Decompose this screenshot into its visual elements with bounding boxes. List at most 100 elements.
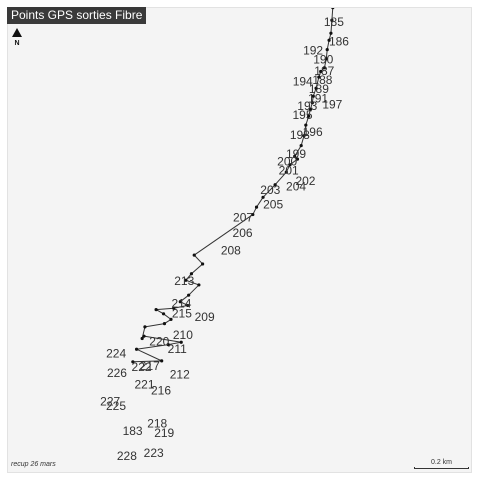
gps-point-208[interactable] bbox=[251, 212, 255, 217]
point-label-223: 223 bbox=[144, 446, 164, 460]
gps-point-209[interactable] bbox=[201, 262, 205, 266]
point-label-183: 183 bbox=[123, 424, 143, 438]
track-segment bbox=[156, 307, 174, 311]
north-arrow-icon bbox=[12, 28, 22, 37]
gps-point-186[interactable] bbox=[329, 31, 333, 35]
gps-point-196[interactable] bbox=[307, 114, 311, 118]
gps-point-214[interactable] bbox=[189, 272, 194, 276]
point-label-209: 209 bbox=[195, 310, 215, 324]
point-label-197: 197 bbox=[322, 98, 342, 112]
gps-point-187[interactable] bbox=[324, 57, 328, 61]
gps-point-213[interactable] bbox=[192, 253, 196, 257]
gps-point-210[interactable] bbox=[197, 283, 201, 287]
track-segment bbox=[303, 124, 307, 136]
gps-point-200[interactable] bbox=[299, 143, 303, 148]
point-label-213: 213 bbox=[174, 274, 194, 288]
gps-point-204[interactable] bbox=[288, 163, 292, 167]
scale-label: 0.2 km bbox=[430, 459, 452, 466]
point-label-224: 224 bbox=[106, 347, 126, 361]
point-label-199: 199 bbox=[286, 147, 306, 161]
gps-point-222[interactable] bbox=[161, 312, 166, 316]
gps-point-201[interactable] bbox=[293, 154, 297, 158]
gps-point-225[interactable] bbox=[142, 334, 146, 338]
gps-point-205[interactable] bbox=[273, 183, 277, 187]
gps-point-217[interactable] bbox=[172, 306, 176, 310]
gps-point-197[interactable] bbox=[310, 101, 314, 105]
gps-point-layer bbox=[131, 8, 335, 364]
gps-point-228[interactable] bbox=[131, 360, 135, 364]
track-segment bbox=[300, 135, 305, 146]
point-label-221: 221 bbox=[134, 378, 154, 392]
gps-point-218[interactable] bbox=[166, 342, 170, 347]
gps-point-198[interactable] bbox=[304, 123, 308, 127]
track-segment bbox=[188, 284, 200, 296]
point-label-193: 193 bbox=[297, 99, 317, 113]
gps-point-194[interactable] bbox=[319, 69, 323, 74]
point-label-211: 211 bbox=[168, 342, 187, 356]
point-label-216: 216 bbox=[151, 383, 171, 397]
north-arrow: N bbox=[11, 28, 23, 50]
point-label-192: 192 bbox=[303, 43, 323, 57]
point-label-190: 190 bbox=[313, 53, 333, 67]
track-segment bbox=[315, 76, 320, 89]
track-segment bbox=[143, 335, 182, 343]
point-label-191: 191 bbox=[308, 91, 328, 105]
gps-point-206[interactable] bbox=[254, 205, 259, 209]
gps-point-193[interactable] bbox=[311, 94, 315, 98]
gps-point-216[interactable] bbox=[169, 317, 173, 322]
point-label-188: 188 bbox=[312, 73, 332, 87]
point-label-203: 203 bbox=[260, 183, 280, 197]
gps-point-226[interactable] bbox=[143, 325, 147, 329]
track-segment bbox=[274, 171, 287, 186]
north-label: N bbox=[14, 40, 20, 47]
gps-point-189[interactable] bbox=[317, 75, 321, 79]
gps-point-215[interactable] bbox=[184, 278, 188, 282]
gps-point-195[interactable] bbox=[308, 107, 313, 111]
gps-point-202[interactable] bbox=[295, 157, 300, 161]
point-label-217: 217 bbox=[140, 359, 160, 373]
gps-point-183[interactable] bbox=[134, 347, 139, 351]
track-segment bbox=[331, 8, 334, 21]
gps-point-211[interactable] bbox=[187, 293, 191, 297]
gps-point-185[interactable] bbox=[330, 18, 334, 22]
point-label-195: 195 bbox=[292, 108, 312, 122]
track-segment bbox=[179, 294, 189, 303]
track-segment bbox=[136, 344, 169, 350]
point-label-184: 184 bbox=[325, 8, 345, 9]
track-segment bbox=[262, 184, 276, 198]
track-segment bbox=[136, 348, 162, 362]
gps-point-212[interactable] bbox=[186, 303, 190, 308]
track-segment bbox=[185, 279, 200, 286]
gps-point-190[interactable] bbox=[325, 47, 329, 52]
gps-point-191[interactable] bbox=[314, 86, 318, 90]
gps-point-219[interactable] bbox=[179, 340, 183, 344]
point-label-201: 201 bbox=[279, 163, 299, 177]
point-label-196: 196 bbox=[303, 125, 323, 139]
track-segment bbox=[168, 341, 182, 346]
gps-point-227[interactable] bbox=[140, 336, 144, 341]
gps-point-184[interactable] bbox=[331, 8, 335, 10]
gps-point-221[interactable] bbox=[162, 321, 167, 326]
gps-point-223[interactable] bbox=[160, 359, 164, 363]
point-label-215: 215 bbox=[172, 306, 192, 320]
point-label-228: 228 bbox=[117, 449, 137, 463]
point-label-185: 185 bbox=[324, 15, 344, 29]
gps-point-203[interactable] bbox=[284, 170, 288, 174]
gps-point-220[interactable] bbox=[178, 300, 182, 304]
track-segment bbox=[193, 254, 203, 265]
gps-point-199[interactable] bbox=[302, 134, 306, 138]
gps-point-224[interactable] bbox=[154, 308, 158, 312]
point-label-220: 220 bbox=[149, 335, 169, 349]
point-label-186: 186 bbox=[329, 34, 349, 48]
gps-point-188[interactable] bbox=[322, 66, 327, 70]
track-segment bbox=[193, 214, 254, 256]
point-label-227: 227 bbox=[100, 395, 120, 409]
point-label-194: 194 bbox=[293, 74, 313, 88]
gps-point-207[interactable] bbox=[261, 195, 265, 199]
gps-point-192[interactable] bbox=[327, 38, 331, 42]
map-title: Points GPS sorties Fibre bbox=[7, 7, 147, 24]
map-credit: recup 26 mars bbox=[11, 461, 56, 468]
point-label-218: 218 bbox=[147, 417, 167, 431]
